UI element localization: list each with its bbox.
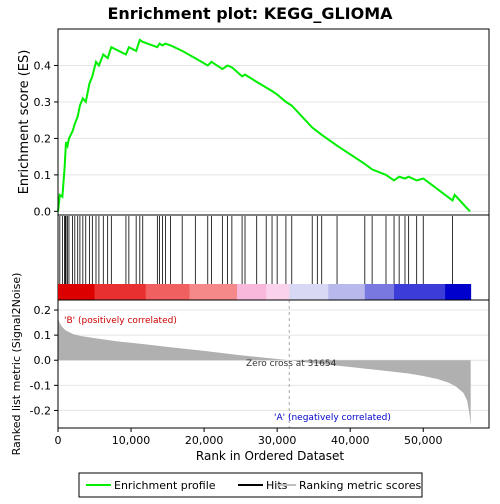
- ranking-bar-segment: [289, 284, 329, 300]
- metric-y-axis-label: Ranked list metric (Signal2Noise): [10, 273, 23, 456]
- es-y-tick-label: 0.1: [34, 169, 52, 182]
- ranking-bar-segment: [445, 284, 472, 300]
- x-tick-label: 10,000: [112, 434, 151, 447]
- es-y-tick-label: 0.0: [34, 205, 52, 218]
- x-tick-label: 30,000: [258, 434, 297, 447]
- legend-label-enrichment-profile: Enrichment profile: [114, 479, 216, 492]
- ranking-bar-segment: [394, 284, 446, 300]
- metric-y-tick-label: -0.1: [30, 379, 51, 392]
- legend-label-ranking-metric: Ranking metric scores: [299, 479, 421, 492]
- x-tick-label: 40,000: [331, 434, 370, 447]
- enrichment-profile-line: [57, 38, 471, 213]
- es-y-axis-ticks: 0.0 0.1 0.2 0.3 0.4: [34, 59, 58, 218]
- ranking-bar-segment: [328, 284, 366, 300]
- metric-y-tick-label: 0.0: [34, 354, 52, 367]
- ranking-bar-segment: [145, 284, 190, 300]
- chart-title: Enrichment plot: KEGG_GLIOMA: [107, 4, 393, 23]
- metric-y-tick-label: 0.2: [34, 304, 52, 317]
- ranking-bar-segment: [189, 284, 238, 300]
- x-tick-label: 20,000: [185, 434, 224, 447]
- ranking-bar-segment: [236, 284, 267, 300]
- legend: Enrichment profile Hits Ranking metric s…: [78, 472, 423, 498]
- es-gridlines: [58, 64, 489, 212]
- es-y-tick-label: 0.4: [34, 59, 52, 72]
- x-axis-label: Rank in Ordered Dataset: [196, 449, 344, 463]
- ranking-bar-segment: [364, 284, 395, 300]
- metric-y-tick-label: 0.1: [34, 329, 52, 342]
- negative-correlation-label: 'A' (negatively correlated): [274, 413, 391, 423]
- metric-y-tick-label: -0.2: [30, 404, 51, 417]
- metric-panel: -0.2 -0.1 0.0 0.1 0.2 'B' (positively correl…: [10, 273, 490, 456]
- x-tick-label: 50,000: [404, 434, 443, 447]
- x-axis-ticks: 0 10,000 20,000 30,000 40,000 50,000: [55, 428, 443, 447]
- ranking-bar-segment: [94, 284, 147, 300]
- zero-cross-label: Zero cross at 31654: [246, 359, 337, 369]
- metric-y-axis-ticks: -0.2 -0.1 0.0 0.1 0.2: [30, 304, 58, 417]
- hits-panel: [57, 214, 490, 301]
- ranking-color-bar: [58, 284, 472, 300]
- es-y-tick-label: 0.2: [34, 132, 52, 145]
- metric-panel-frame: [57, 299, 490, 429]
- ranking-bar-segment: [266, 284, 290, 300]
- es-panel: 0.0 0.1 0.2 0.3 0.4 Enrichment score (ES): [17, 28, 490, 218]
- es-y-tick-label: 0.3: [34, 96, 52, 109]
- positive-correlation-label: 'B' (positively correlated): [64, 316, 177, 326]
- x-tick-label: 0: [55, 434, 62, 447]
- hit-marks: [59, 216, 453, 284]
- es-panel-background: [58, 29, 489, 215]
- ranking-bar-segment: [58, 284, 95, 300]
- es-y-axis-label: Enrichment score (ES): [17, 50, 32, 195]
